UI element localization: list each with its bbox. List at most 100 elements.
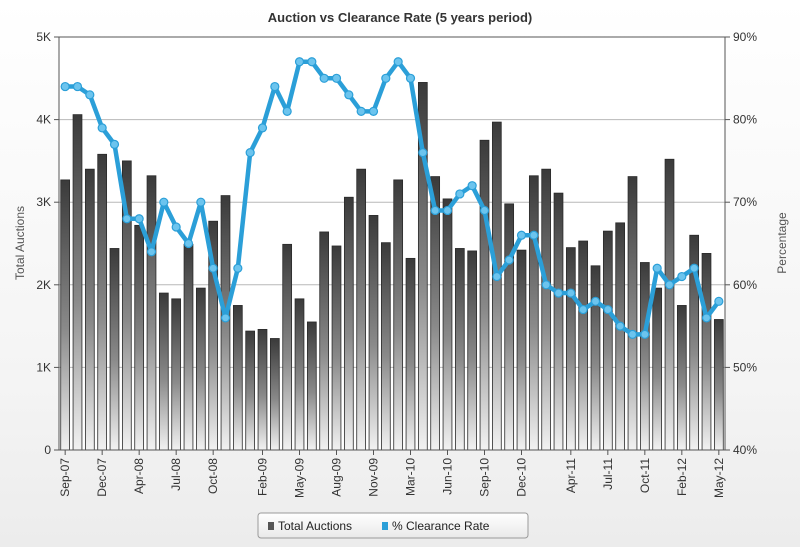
clearance-point[interactable] [566, 288, 576, 298]
clearance-point[interactable] [529, 230, 539, 240]
clearance-point[interactable] [578, 304, 588, 315]
bar[interactable] [269, 338, 280, 451]
clearance-point[interactable] [677, 271, 687, 282]
bar[interactable] [331, 245, 342, 451]
clearance-point[interactable] [590, 296, 601, 306]
clearance-point[interactable] [319, 73, 329, 83]
clearance-point[interactable] [627, 329, 638, 339]
bar[interactable] [356, 168, 367, 451]
clearance-point[interactable] [270, 81, 280, 92]
clearance-point[interactable] [294, 57, 305, 67]
bar[interactable] [405, 257, 416, 451]
bar[interactable] [504, 203, 515, 451]
clearance-point[interactable] [307, 57, 317, 67]
bar[interactable] [195, 287, 206, 451]
clearance-point[interactable] [418, 148, 428, 158]
bar[interactable] [109, 248, 120, 451]
clearance-point[interactable] [504, 255, 514, 265]
clearance-point[interactable] [652, 263, 662, 273]
clearance-point[interactable] [146, 247, 157, 257]
bar[interactable] [183, 243, 194, 451]
bar[interactable] [491, 121, 502, 451]
bar[interactable] [430, 176, 441, 451]
clearance-point[interactable] [381, 73, 391, 83]
clearance-point[interactable] [171, 222, 181, 232]
clearance-point[interactable] [664, 280, 675, 290]
bar[interactable] [701, 253, 712, 451]
bar[interactable] [565, 247, 576, 451]
clearance-point[interactable] [159, 197, 169, 207]
clearance-point[interactable] [344, 90, 354, 100]
clearance-point[interactable] [516, 230, 527, 240]
clearance-point[interactable] [479, 205, 490, 216]
bar[interactable] [393, 179, 404, 451]
clearance-point[interactable] [492, 271, 502, 282]
bar[interactable] [380, 242, 391, 451]
clearance-point[interactable] [97, 123, 107, 133]
bar[interactable] [97, 153, 108, 451]
bar[interactable] [306, 321, 317, 451]
bar[interactable] [245, 330, 256, 451]
clearance-point[interactable] [615, 321, 625, 331]
bar[interactable] [541, 168, 552, 451]
bar[interactable] [652, 287, 663, 451]
bar[interactable] [171, 298, 182, 451]
bar[interactable] [72, 114, 83, 451]
clearance-point[interactable] [356, 106, 366, 116]
clearance-point[interactable] [553, 288, 564, 298]
clearance-point[interactable] [282, 106, 292, 116]
bar[interactable] [627, 176, 638, 451]
bar[interactable] [134, 224, 145, 451]
bar[interactable] [220, 195, 231, 451]
bar[interactable] [158, 292, 169, 451]
clearance-point[interactable] [393, 57, 403, 67]
bar[interactable] [467, 250, 478, 451]
clearance-point[interactable] [183, 238, 194, 249]
clearance-point[interactable] [331, 73, 342, 83]
clearance-point[interactable] [220, 313, 231, 323]
bar[interactable] [602, 230, 613, 451]
clearance-point[interactable] [72, 81, 83, 92]
bar[interactable] [713, 319, 724, 451]
clearance-point[interactable] [541, 280, 551, 290]
clearance-point[interactable] [208, 263, 218, 273]
clearance-point[interactable] [85, 90, 95, 100]
clearance-point[interactable] [467, 181, 477, 191]
bar[interactable] [590, 265, 601, 451]
clearance-point[interactable] [689, 263, 699, 273]
clearance-point[interactable] [109, 139, 120, 149]
bar[interactable] [479, 139, 490, 451]
clearance-point[interactable] [257, 123, 268, 133]
clearance-point[interactable] [430, 205, 440, 216]
bar[interactable] [615, 222, 626, 451]
bar[interactable] [676, 305, 687, 451]
bar[interactable] [84, 168, 95, 451]
bar[interactable] [664, 158, 675, 451]
bar[interactable] [639, 262, 650, 451]
clearance-point[interactable] [405, 73, 416, 83]
bar[interactable] [232, 305, 243, 451]
clearance-point[interactable] [196, 197, 206, 207]
bar[interactable] [282, 243, 293, 451]
bar[interactable] [319, 231, 330, 451]
bar[interactable] [528, 175, 539, 451]
clearance-point[interactable] [122, 214, 132, 224]
clearance-point[interactable] [455, 189, 465, 199]
bar[interactable] [343, 196, 354, 451]
clearance-point[interactable] [368, 106, 379, 116]
clearance-point[interactable] [442, 205, 453, 216]
clearance-point[interactable] [134, 214, 144, 224]
clearance-point[interactable] [603, 304, 613, 315]
bar[interactable] [146, 175, 157, 451]
bar[interactable] [454, 248, 465, 451]
bar[interactable] [442, 198, 453, 451]
bar[interactable] [60, 179, 71, 451]
clearance-point[interactable] [714, 296, 724, 306]
bar[interactable] [578, 240, 589, 451]
bar[interactable] [294, 298, 305, 451]
bar[interactable] [553, 192, 564, 451]
bar[interactable] [368, 215, 379, 451]
clearance-point[interactable] [701, 313, 712, 323]
bar[interactable] [257, 328, 268, 451]
clearance-point[interactable] [245, 148, 255, 158]
